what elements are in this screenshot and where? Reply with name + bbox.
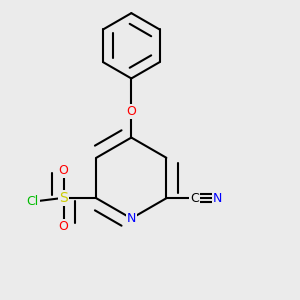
Text: S: S	[59, 191, 68, 205]
Text: Cl: Cl	[26, 195, 39, 208]
Text: N: N	[127, 212, 136, 225]
Text: N: N	[213, 192, 222, 205]
Text: O: O	[126, 105, 136, 118]
Text: C: C	[190, 192, 199, 205]
Text: O: O	[59, 164, 69, 177]
Text: O: O	[59, 220, 69, 233]
